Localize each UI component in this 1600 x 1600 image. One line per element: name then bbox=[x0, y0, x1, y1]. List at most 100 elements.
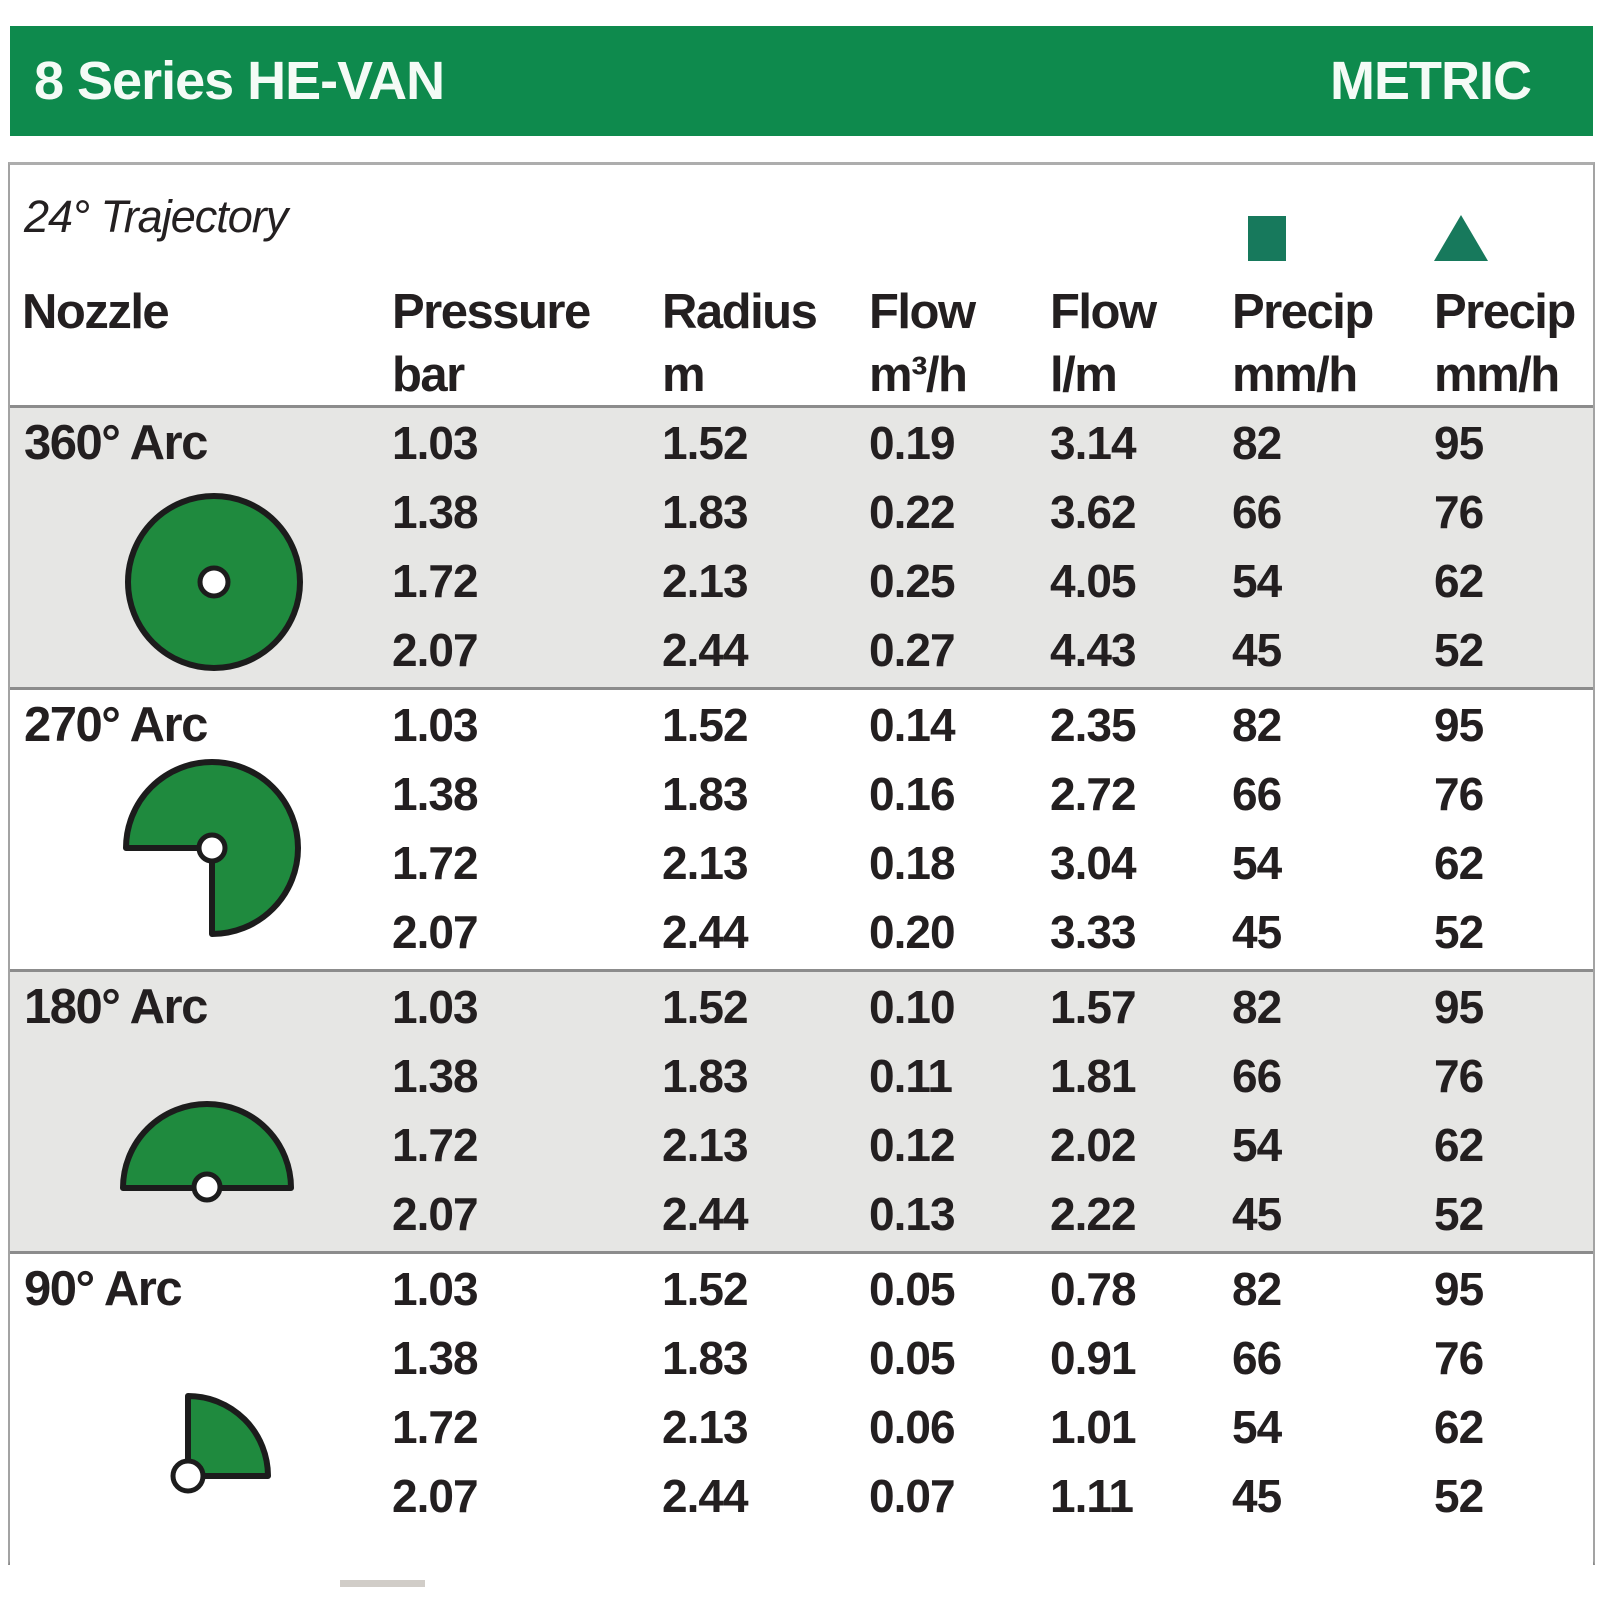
value-cell-180-arc-r1-flow_lm: 1.57 bbox=[1050, 980, 1137, 1033]
value-cell-270-arc-r2-flow_lm: 2.72 bbox=[1050, 767, 1137, 820]
value-cell-180-arc-r4-flow_lm: 2.22 bbox=[1050, 1187, 1137, 1240]
value-cell-270-arc-r2-precip_sq: 66 bbox=[1232, 767, 1282, 820]
value-cell-360-arc-r3-radius_m: 2.13 bbox=[662, 554, 749, 607]
performance-table: 24° Trajectory Nozzle Pressure bar Radius m F… bbox=[8, 162, 1595, 1565]
column-unit: mm/h bbox=[1232, 348, 1358, 402]
column-header-flow-3: Flow m³/h bbox=[847, 281, 1030, 407]
value-cell-270-arc-r4-flow_m3h: 0.20 bbox=[869, 905, 956, 958]
value-cell-360-arc-r1-precip_sq: 82 bbox=[1232, 416, 1282, 469]
value-cell-180-arc-r2-precip_tri: 76 bbox=[1434, 1049, 1484, 1102]
section-270-arc: 270° Arc 1.03 1.52 0.14 2.35 82 95 1.38 1.83 0.16… bbox=[10, 687, 1593, 969]
value-cell-90-arc-r3-precip_tri: 62 bbox=[1434, 1400, 1484, 1453]
value-cell-360-arc-r1-flow_lm: 3.14 bbox=[1050, 416, 1137, 469]
triangle-shape bbox=[1434, 215, 1488, 261]
value-cell-180-arc-r4-precip_sq: 45 bbox=[1232, 1187, 1282, 1240]
value-cell-360-arc-r2-radius_m: 1.83 bbox=[662, 485, 749, 538]
arc-label: 360° Arc bbox=[24, 416, 208, 470]
value-cell-180-arc-r3-pressure_bar: 1.72 bbox=[392, 1118, 479, 1171]
value-cell-90-arc-r4-radius_m: 2.44 bbox=[662, 1469, 749, 1522]
value-cell-270-arc-r3-radius_m: 2.13 bbox=[662, 836, 749, 889]
value-cell-360-arc-r2-flow_lm: 3.62 bbox=[1050, 485, 1137, 538]
value-cell-180-arc-r4-radius_m: 2.44 bbox=[662, 1187, 749, 1240]
value-cell-180-arc-r1-flow_m3h: 0.10 bbox=[869, 980, 956, 1033]
metric-tag: METRIC bbox=[1330, 51, 1532, 111]
value-cell-180-arc-r4-precip_tri: 52 bbox=[1434, 1187, 1484, 1240]
arc-label: 270° Arc bbox=[24, 698, 208, 752]
value-cell-360-arc-r1-radius_m: 1.52 bbox=[662, 416, 749, 469]
value-cell-90-arc-r1-pressure_bar: 1.03 bbox=[392, 1262, 479, 1315]
value-cell-360-arc-r2-flow_m3h: 0.22 bbox=[869, 485, 956, 538]
value-cell-360-arc-r4-flow_m3h: 0.27 bbox=[869, 623, 956, 676]
value-cell-180-arc-r4-pressure_bar: 2.07 bbox=[392, 1187, 479, 1240]
value-cell-270-arc-r2-pressure_bar: 1.38 bbox=[392, 767, 479, 820]
value-cell-90-arc-r2-precip_sq: 66 bbox=[1232, 1331, 1282, 1384]
value-cell-270-arc-r2-precip_tri: 76 bbox=[1434, 767, 1484, 820]
value-cell-90-arc-r2-pressure_bar: 1.38 bbox=[392, 1331, 479, 1384]
value-cell-90-arc-r1-flow_m3h: 0.05 bbox=[869, 1262, 956, 1315]
nozzle-dot bbox=[197, 565, 231, 599]
column-unit: mm/h bbox=[1434, 348, 1560, 402]
arc-270-icon bbox=[117, 753, 307, 948]
value-cell-360-arc-r4-precip_tri: 52 bbox=[1434, 623, 1484, 676]
value-cell-90-arc-r3-pressure_bar: 1.72 bbox=[392, 1400, 479, 1453]
value-cell-270-arc-r2-radius_m: 1.83 bbox=[662, 767, 749, 820]
value-cell-270-arc-r3-flow_lm: 3.04 bbox=[1050, 836, 1137, 889]
arc-360-icon bbox=[119, 487, 309, 682]
table-header-bar: 8 Series HE-VAN METRIC bbox=[10, 26, 1593, 136]
scan-artifact bbox=[340, 1580, 425, 1587]
value-cell-270-arc-r3-pressure_bar: 1.72 bbox=[392, 836, 479, 889]
value-cell-270-arc-r4-precip_tri: 52 bbox=[1434, 905, 1484, 958]
value-cell-90-arc-r2-flow_m3h: 0.05 bbox=[869, 1331, 956, 1384]
value-cell-270-arc-r1-flow_lm: 2.35 bbox=[1050, 698, 1137, 751]
value-cell-180-arc-r3-radius_m: 2.13 bbox=[662, 1118, 749, 1171]
precip-triangle-legend-icon bbox=[1434, 215, 1488, 261]
value-cell-90-arc-r4-precip_sq: 45 bbox=[1232, 1469, 1282, 1522]
value-cell-360-arc-r3-precip_tri: 62 bbox=[1434, 554, 1484, 607]
value-cell-270-arc-r3-precip_tri: 62 bbox=[1434, 836, 1484, 889]
table-body: 360° Arc 1.03 1.52 0.19 3.14 82 95 1.38 1.83 0.22… bbox=[10, 405, 1593, 1565]
value-cell-270-arc-r2-flow_m3h: 0.16 bbox=[869, 767, 956, 820]
value-cell-180-arc-r3-flow_lm: 2.02 bbox=[1050, 1118, 1137, 1171]
column-label: Radius bbox=[662, 285, 818, 339]
value-cell-270-arc-r1-precip_sq: 82 bbox=[1232, 698, 1282, 751]
value-cell-270-arc-r1-flow_m3h: 0.14 bbox=[869, 698, 956, 751]
value-cell-180-arc-r2-radius_m: 1.83 bbox=[662, 1049, 749, 1102]
trajectory-label: 24° Trajectory bbox=[24, 191, 288, 242]
value-cell-270-arc-r4-radius_m: 2.44 bbox=[662, 905, 749, 958]
value-cell-180-arc-r1-radius_m: 1.52 bbox=[662, 980, 749, 1033]
value-cell-360-arc-r1-precip_tri: 95 bbox=[1434, 416, 1484, 469]
nozzle-cell-270-arc: 270° Arc bbox=[10, 690, 372, 966]
value-cell-360-arc-r2-pressure_bar: 1.38 bbox=[392, 485, 479, 538]
arc-label: 90° Arc bbox=[24, 1262, 183, 1316]
value-cell-360-arc-r1-flow_m3h: 0.19 bbox=[869, 416, 956, 469]
column-label: Flow bbox=[1050, 285, 1157, 339]
column-header-nozzle: Nozzle bbox=[10, 281, 372, 407]
value-cell-270-arc-r3-flow_m3h: 0.18 bbox=[869, 836, 956, 889]
value-cell-180-arc-r3-flow_m3h: 0.12 bbox=[869, 1118, 956, 1171]
nozzle-dot bbox=[196, 832, 228, 864]
value-cell-360-arc-r4-precip_sq: 45 bbox=[1232, 623, 1282, 676]
column-unit: m³/h bbox=[869, 348, 968, 402]
arc-180-icon bbox=[112, 1038, 302, 1233]
value-cell-180-arc-r3-precip_sq: 54 bbox=[1232, 1118, 1282, 1171]
value-cell-180-arc-r3-precip_tri: 62 bbox=[1434, 1118, 1484, 1171]
value-cell-180-arc-r4-flow_m3h: 0.13 bbox=[869, 1187, 956, 1240]
value-cell-270-arc-r1-precip_tri: 95 bbox=[1434, 698, 1484, 751]
value-cell-180-arc-r2-flow_m3h: 0.11 bbox=[869, 1049, 953, 1102]
value-cell-360-arc-r3-flow_lm: 4.05 bbox=[1050, 554, 1137, 607]
value-cell-270-arc-r1-radius_m: 1.52 bbox=[662, 698, 749, 751]
value-cell-360-arc-r4-pressure_bar: 2.07 bbox=[392, 623, 479, 676]
value-cell-360-arc-r2-precip_sq: 66 bbox=[1232, 485, 1282, 538]
column-unit: bar bbox=[392, 348, 465, 402]
column-label: Flow bbox=[869, 285, 976, 339]
value-cell-90-arc-r3-flow_lm: 1.01 bbox=[1050, 1400, 1137, 1453]
precip-square-legend-icon bbox=[1248, 216, 1286, 261]
value-cell-360-arc-r4-flow_lm: 4.43 bbox=[1050, 623, 1137, 676]
value-cell-270-arc-r4-precip_sq: 45 bbox=[1232, 905, 1282, 958]
value-cell-180-arc-r1-pressure_bar: 1.03 bbox=[392, 980, 479, 1033]
value-cell-90-arc-r2-precip_tri: 76 bbox=[1434, 1331, 1484, 1384]
column-unit: m bbox=[662, 348, 706, 402]
section-360-arc: 360° Arc 1.03 1.52 0.19 3.14 82 95 1.38 1.83 0.22… bbox=[10, 405, 1593, 687]
value-cell-90-arc-r1-radius_m: 1.52 bbox=[662, 1262, 749, 1315]
